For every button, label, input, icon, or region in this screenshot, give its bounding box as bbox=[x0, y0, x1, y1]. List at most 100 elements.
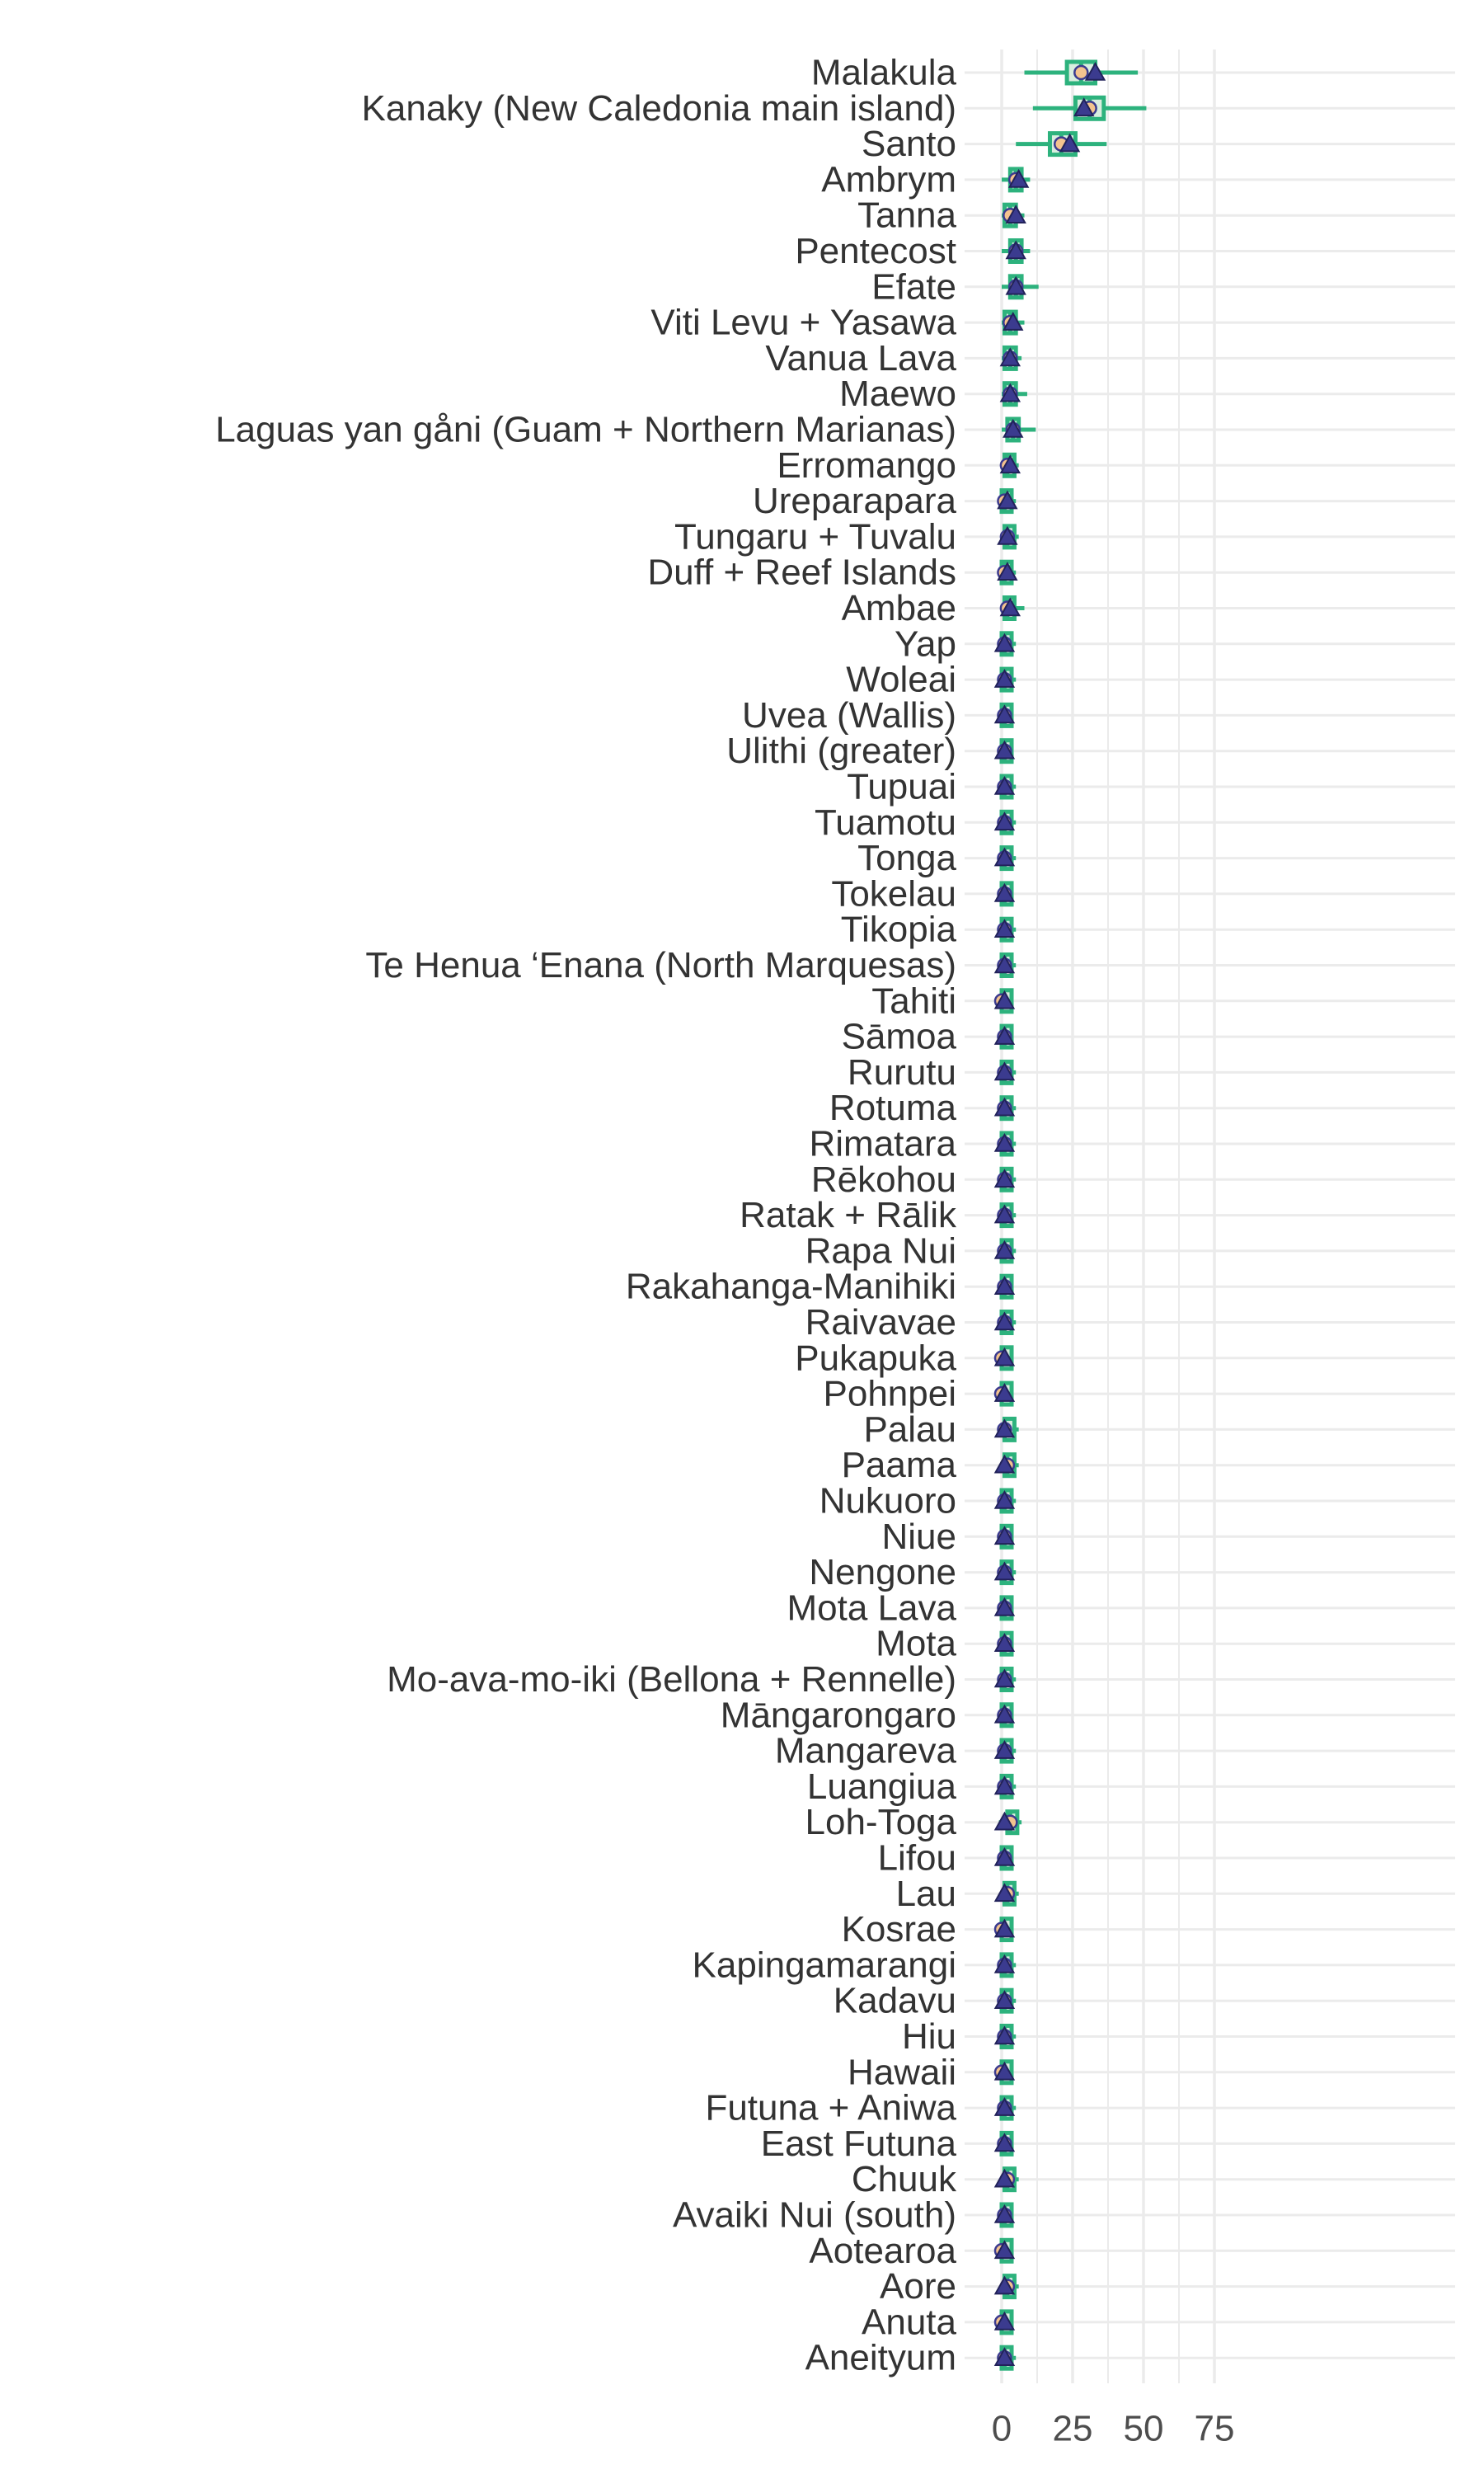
mean-point bbox=[993, 1740, 1016, 1759]
mean-point bbox=[999, 597, 1021, 617]
mean-point bbox=[993, 1418, 1016, 1438]
mean-point bbox=[993, 633, 1016, 652]
mean-point bbox=[993, 2311, 1016, 2331]
category-label: Rurutu bbox=[848, 1052, 956, 1093]
category-label: Paama bbox=[842, 1445, 957, 1485]
category-label: East Futuna bbox=[761, 2124, 957, 2164]
category-label: Aotearoa bbox=[809, 2231, 956, 2271]
mean-point bbox=[993, 1061, 1016, 1081]
mean-point bbox=[993, 1026, 1016, 1045]
mean-point bbox=[993, 1311, 1016, 1331]
category-label: Nukuoro bbox=[819, 1481, 956, 1522]
category-label: Tonga bbox=[857, 838, 956, 878]
mean-point bbox=[997, 562, 1018, 581]
category-label: Mo-ava-mo-iki (Bellona + Rennelle) bbox=[387, 1659, 956, 1700]
mean-point bbox=[993, 1918, 1016, 1938]
mean-point bbox=[993, 1633, 1016, 1652]
category-label: Hawaii bbox=[848, 2052, 956, 2092]
mean-point bbox=[993, 1489, 1016, 1509]
category-label: Tokelau bbox=[831, 873, 956, 914]
mean-point bbox=[993, 1776, 1016, 1795]
mean-point bbox=[1059, 133, 1081, 153]
mean-point bbox=[993, 1846, 1016, 1866]
mean-point bbox=[1005, 275, 1026, 295]
category-label: Rotuma bbox=[829, 1088, 957, 1128]
category-label: Te Henua ‘Enana (North Marquesas) bbox=[365, 945, 956, 985]
category-label: Viti Levu + Yasawa bbox=[650, 303, 956, 343]
mean-point bbox=[993, 1811, 1016, 1831]
mean-point bbox=[993, 1597, 1016, 1616]
mean-point bbox=[993, 704, 1016, 724]
mean-point bbox=[993, 990, 1016, 1009]
category-label: Woleai bbox=[846, 660, 956, 700]
mean-point bbox=[993, 1954, 1016, 1973]
mean-point bbox=[997, 525, 1018, 545]
mean-point bbox=[993, 1276, 1016, 1295]
mean-point bbox=[993, 2061, 1016, 2081]
mean-point bbox=[1003, 312, 1024, 331]
category-label: Mota bbox=[876, 1624, 956, 1664]
x-tick-labels: 0 25 50 75 bbox=[992, 2409, 1235, 2449]
grid bbox=[965, 49, 1455, 2383]
category-label: Mangareva bbox=[775, 1731, 957, 1771]
category-label: Tungaru + Tuvalu bbox=[674, 516, 956, 557]
mean-point bbox=[993, 2133, 1016, 2152]
mean-point bbox=[1005, 205, 1026, 223]
mean-point bbox=[1073, 97, 1095, 117]
category-label: Avaiki Nui (south) bbox=[673, 2195, 956, 2236]
category-label: Ambae bbox=[842, 588, 956, 628]
category-label: Tikopia bbox=[841, 910, 957, 950]
category-label: Mota Lava bbox=[787, 1587, 957, 1628]
mean-point bbox=[993, 1454, 1016, 1474]
plot-marks bbox=[993, 59, 1147, 2371]
category-label: Vanua Lava bbox=[765, 338, 956, 379]
mean-point bbox=[993, 1383, 1016, 1402]
category-label: Maewo bbox=[839, 374, 956, 414]
mean-point bbox=[993, 1169, 1016, 1188]
category-label: Kapingamarangi bbox=[693, 1945, 956, 1985]
category-label: Aore bbox=[880, 2266, 956, 2307]
category-label: Rēkohou bbox=[811, 1159, 956, 1200]
x-tick-label: 25 bbox=[1053, 2409, 1093, 2449]
mean-point bbox=[993, 1526, 1016, 1545]
category-label: Uvea (Wallis) bbox=[742, 695, 956, 736]
category-label: Lau bbox=[896, 1874, 956, 1914]
category-label: Aneityum bbox=[805, 2338, 956, 2378]
category-label: Yap bbox=[895, 623, 956, 664]
category-label: Ureparapara bbox=[753, 481, 957, 521]
category-label: Tupuai bbox=[847, 767, 956, 807]
category-label: Loh-Toga bbox=[805, 1802, 957, 1842]
category-label: Raivavae bbox=[805, 1302, 956, 1343]
category-label: Duff + Reef Islands bbox=[647, 553, 956, 593]
category-label: Rimatara bbox=[810, 1124, 957, 1164]
mean-point bbox=[1007, 168, 1030, 188]
mean-point bbox=[993, 1668, 1016, 1688]
mean-point bbox=[993, 2168, 1016, 2188]
category-label: Tuamotu bbox=[815, 802, 956, 843]
mean-point bbox=[993, 740, 1016, 760]
mean-point bbox=[993, 2240, 1016, 2260]
mean-point bbox=[993, 1347, 1016, 1366]
x-tick-label: 75 bbox=[1195, 2409, 1235, 2449]
category-label: Māngarongaro bbox=[721, 1695, 956, 1735]
mean-point bbox=[999, 383, 1021, 402]
mean-point bbox=[993, 775, 1016, 795]
category-label: Ulithi (greater) bbox=[726, 731, 956, 771]
mean-point bbox=[997, 490, 1018, 510]
category-label: Pentecost bbox=[795, 231, 956, 271]
mean-point bbox=[999, 454, 1021, 474]
mean-point bbox=[1003, 418, 1024, 438]
category-label: Rakahanga-Manihiki bbox=[626, 1267, 956, 1307]
category-label: Hiu bbox=[902, 2016, 956, 2057]
category-label: Luangiua bbox=[807, 1766, 957, 1807]
mean-point bbox=[993, 882, 1016, 902]
mean-point bbox=[993, 1239, 1016, 1259]
mean-point bbox=[993, 1097, 1016, 1117]
mean-point bbox=[993, 1132, 1016, 1152]
mean-point bbox=[993, 1990, 1016, 2009]
mean-point bbox=[993, 847, 1016, 867]
mean-point bbox=[993, 2204, 1016, 2223]
mean-point bbox=[993, 954, 1016, 974]
category-label: Efate bbox=[871, 266, 956, 307]
